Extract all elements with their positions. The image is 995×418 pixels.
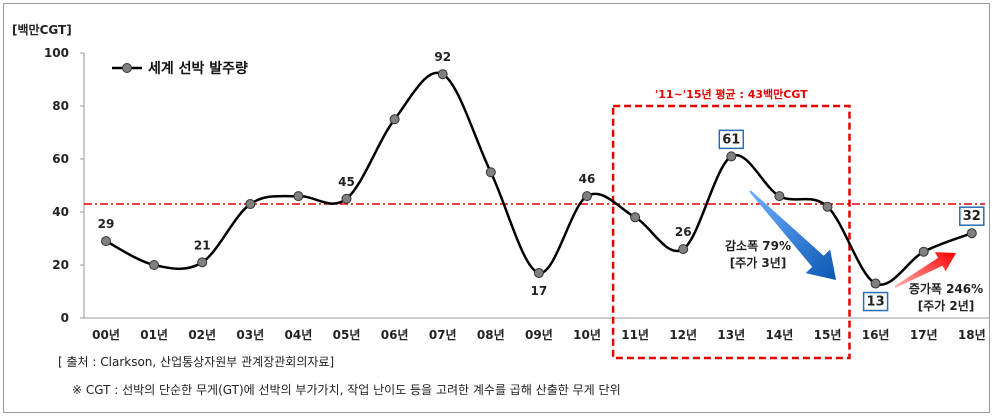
x-tick-label: 08년 xyxy=(477,328,505,342)
x-tick-label: 06년 xyxy=(381,328,409,342)
legend: 세계 선박 발주량 xyxy=(112,60,248,77)
chart-frame xyxy=(3,3,990,413)
data-label: 61 xyxy=(722,132,740,147)
data-label: 92 xyxy=(434,50,451,64)
series-marker xyxy=(245,199,256,210)
y-tick-label: 0 xyxy=(61,311,69,325)
x-tick-label: 15년 xyxy=(814,328,842,342)
average-label: '11~'15년 평균 : 43백만CGT xyxy=(655,87,808,101)
x-tick-label: 10년 xyxy=(573,328,601,342)
increase-annotation-line1: 증가폭 246% xyxy=(909,281,983,296)
data-label-box xyxy=(718,129,745,150)
series-marker xyxy=(149,260,160,270)
series-marker xyxy=(918,246,929,257)
y-tick-label: 20 xyxy=(52,258,69,272)
data-label: 46 xyxy=(579,172,596,186)
x-tick-label: 07년 xyxy=(429,328,457,342)
series-marker xyxy=(437,69,448,80)
series-markers xyxy=(101,69,977,289)
x-tick-label: 01년 xyxy=(140,328,168,342)
data-label: 29 xyxy=(98,217,115,231)
x-tick-label: 00년 xyxy=(92,328,120,342)
x-axis: 00년 01년 02년 03년 04년 05년 06년 07년 08년 09년 10년 11년 12년 1… xyxy=(84,317,990,342)
data-label: 21 xyxy=(194,238,211,252)
increase-annotation-line2: [주가 2년] xyxy=(918,298,975,313)
source-note: [ 출처 : Clarkson, 산업통상자원부 관계장관회의자료] xyxy=(58,355,334,369)
y-tick-label: 60 xyxy=(52,152,69,166)
legend-marker-swatch xyxy=(122,63,132,73)
series-marker xyxy=(293,191,304,202)
data-label: 32 xyxy=(963,209,981,224)
decrease-arrow xyxy=(749,190,836,280)
y-tick-label: 80 xyxy=(52,99,69,113)
x-tick-label: 04년 xyxy=(285,328,313,342)
x-tick-label: 14년 xyxy=(766,328,794,342)
series-marker xyxy=(966,228,977,239)
series-marker xyxy=(101,236,111,247)
average-period-box xyxy=(611,104,851,360)
series-marker xyxy=(630,212,641,223)
x-tick-label: 03년 xyxy=(236,328,264,342)
x-tick-label: 02년 xyxy=(188,328,216,342)
data-labels: 29 21 45 92 17 46 26 61 13 32 xyxy=(98,50,985,312)
x-tick-label: 16년 xyxy=(862,328,890,342)
data-label-box xyxy=(862,291,889,312)
x-tick-label: 18년 xyxy=(958,328,986,342)
y-tick-label: 100 xyxy=(44,46,69,60)
series-marker xyxy=(582,191,592,202)
decrease-annotation-line1: 감소폭 79% xyxy=(725,238,791,253)
x-tick-label: 11년 xyxy=(621,328,649,342)
series-marker xyxy=(870,278,881,289)
series-marker xyxy=(485,167,496,178)
series-marker xyxy=(726,151,737,162)
series-marker xyxy=(197,257,208,268)
y-tick-label: 40 xyxy=(52,205,69,219)
x-tick-label: 12년 xyxy=(669,328,697,342)
series-marker xyxy=(341,193,352,204)
series-marker xyxy=(533,267,544,278)
series-marker xyxy=(822,201,833,212)
data-label: 17 xyxy=(531,284,548,298)
x-tick-label: 09년 xyxy=(525,328,553,342)
y-axis: 0 20 40 60 80 100 xyxy=(44,46,85,325)
data-label: 13 xyxy=(867,295,885,310)
x-tick-label: 17년 xyxy=(910,328,938,342)
x-tick-label: 13년 xyxy=(717,328,745,342)
unit-label: [백만CGT] xyxy=(12,22,72,37)
series-marker xyxy=(389,114,400,125)
decrease-annotation-line2: [주가 3년] xyxy=(730,255,787,270)
data-label: 26 xyxy=(675,225,692,239)
cgt-footnote: ※ CGT : 선박의 단순한 무게(GT)에 선박의 부가가치, 작업 난이도… xyxy=(72,383,621,397)
series-line xyxy=(105,71,973,286)
data-label: 45 xyxy=(338,175,355,189)
increase-arrow xyxy=(894,252,956,288)
data-label-box xyxy=(959,206,985,226)
series-marker xyxy=(774,191,785,202)
legend-label: 세계 선박 발주량 xyxy=(148,60,248,77)
x-tick-label: 05년 xyxy=(333,328,361,342)
series-marker xyxy=(678,244,689,255)
